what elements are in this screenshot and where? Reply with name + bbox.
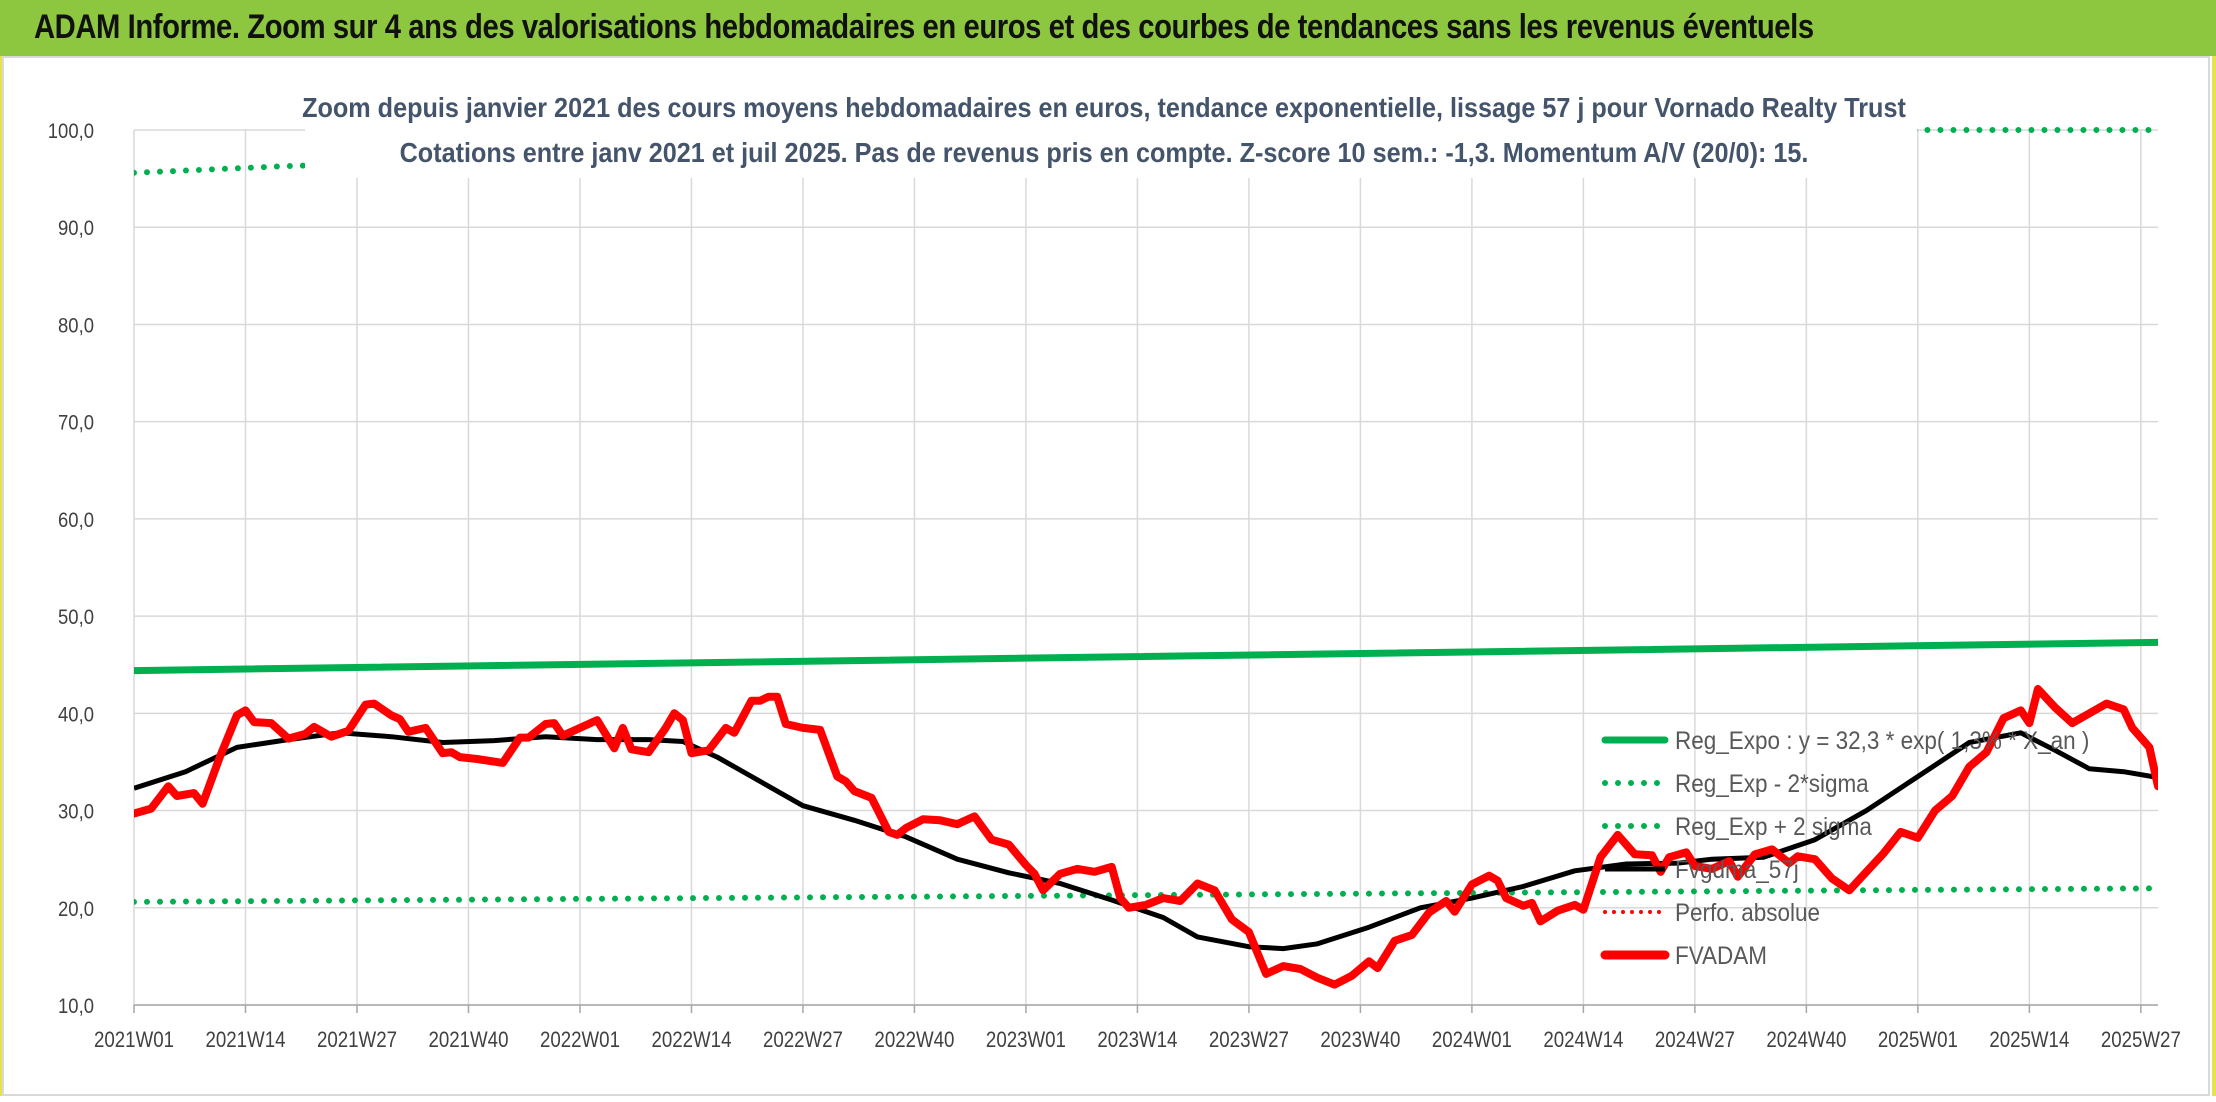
- header-bar: ADAM Informe. Zoom sur 4 ans des valoris…: [0, 0, 2216, 56]
- x-tick-label: 2024W01: [1432, 1029, 1512, 1053]
- x-tick-label: 2023W40: [1320, 1029, 1400, 1053]
- legend-label: Reg_Expo : y = 32,3 * exp( 1,3% * X_an ): [1675, 727, 2089, 755]
- x-tick-label: 2022W40: [874, 1029, 954, 1053]
- series-line-reg-expo-y-32-3-exp-1-3-x-an: [134, 638, 2158, 675]
- y-tick-label: 80,0: [58, 314, 94, 337]
- right-edge: [2212, 56, 2216, 1096]
- x-tick-label: 2021W14: [205, 1029, 285, 1053]
- chart-subtitle: Cotations entre janv 2021 et juil 2025. …: [400, 137, 1809, 169]
- chart-title: Zoom depuis janvier 2021 des cours moyen…: [302, 92, 1906, 124]
- x-tick-label: 2025W01: [1878, 1029, 1958, 1053]
- y-tick-label: 10,0: [58, 995, 94, 1018]
- title-background: [305, 78, 1917, 178]
- chart-frame: [2, 56, 2210, 1096]
- x-tick-label: 2024W14: [1543, 1029, 1623, 1053]
- legend-label: Perfo. absolue: [1675, 899, 1820, 927]
- x-tick-label: 2021W27: [317, 1029, 397, 1053]
- x-tick-label: 2025W14: [1989, 1029, 2069, 1053]
- y-tick-label: 30,0: [58, 801, 94, 824]
- x-tick-label: 2024W27: [1655, 1029, 1735, 1053]
- page-title: ADAM Informe. Zoom sur 4 ans des valoris…: [34, 8, 1814, 46]
- x-tick-label: 2023W14: [1097, 1029, 1177, 1053]
- legend-label: Fvgdma_57j: [1675, 856, 1799, 884]
- y-tick-label: 70,0: [58, 412, 94, 435]
- x-tick-label: 2025W27: [2101, 1029, 2181, 1053]
- y-tick-label: 20,0: [58, 898, 94, 921]
- legend-label: Reg_Exp - 2*sigma: [1675, 770, 1869, 798]
- x-tick-label: 2022W01: [540, 1029, 620, 1053]
- legend: Reg_Expo : y = 32,3 * exp( 1,3% * X_an )…: [1600, 727, 2089, 970]
- left-edge: [0, 56, 3, 1096]
- series-line-fvgdma-57j: [134, 730, 2158, 952]
- y-tick-label: 40,0: [58, 703, 94, 726]
- y-tick-label: 50,0: [58, 606, 94, 629]
- x-tick-label: 2024W40: [1766, 1029, 1846, 1053]
- series-line-fvadam: [134, 685, 2158, 989]
- x-tick-label: 2022W14: [651, 1029, 731, 1053]
- y-tick-label: 60,0: [58, 509, 94, 532]
- y-tick-label: 90,0: [58, 217, 94, 240]
- legend-label: Reg_Exp + 2 sigma: [1675, 813, 1873, 841]
- x-tick-label: 2023W01: [986, 1029, 1066, 1053]
- x-axis: 2021W01 2021W14 2021W27 2021W40 2022W01 2022W…: [94, 1004, 2181, 1053]
- grid: [133, 129, 2158, 1006]
- x-tick-label: 2021W01: [94, 1029, 174, 1053]
- series-line-reg-exp-2-sigma: [134, 885, 2158, 905]
- series-layer: [134, 127, 2158, 989]
- y-axis: 10,0 20,0 30,0 40,0 50,0 60,0 70,0 80,0 90,0 100,…: [48, 120, 94, 1018]
- x-tick-label: 2021W40: [428, 1029, 508, 1053]
- x-tick-label: 2023W27: [1209, 1029, 1289, 1053]
- legend-label: FVADAM: [1675, 942, 1767, 970]
- y-tick-label: 100,0: [48, 120, 94, 143]
- x-tick-label: 2022W27: [763, 1029, 843, 1053]
